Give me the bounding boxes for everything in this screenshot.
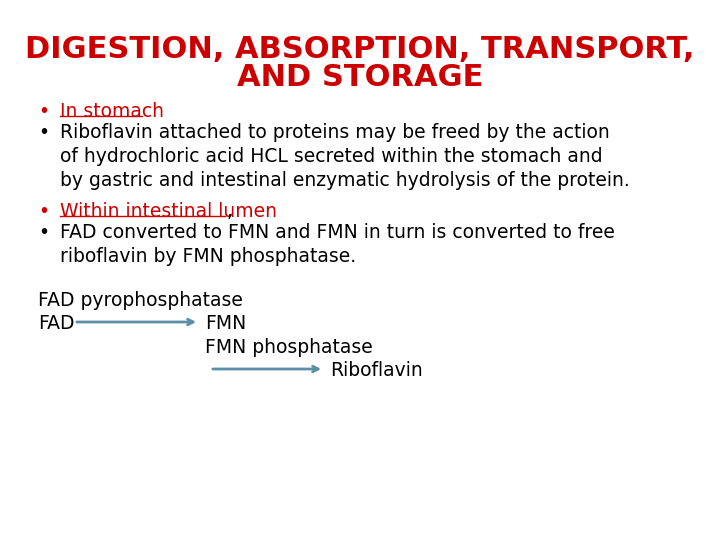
Text: ,: , xyxy=(227,202,233,221)
Text: •: • xyxy=(38,123,49,142)
Text: FMN: FMN xyxy=(205,314,246,333)
Text: •: • xyxy=(38,102,49,121)
Text: AND STORAGE: AND STORAGE xyxy=(237,63,483,92)
Text: Riboflavin: Riboflavin xyxy=(330,361,423,380)
Text: DIGESTION, ABSORPTION, TRANSPORT,: DIGESTION, ABSORPTION, TRANSPORT, xyxy=(25,35,695,64)
Text: •: • xyxy=(38,223,49,242)
Text: FMN phosphatase: FMN phosphatase xyxy=(205,338,373,357)
Text: •: • xyxy=(38,202,49,221)
Text: FAD pyrophosphatase: FAD pyrophosphatase xyxy=(38,291,243,310)
Text: In stomach: In stomach xyxy=(60,102,164,121)
Text: FAD: FAD xyxy=(38,314,74,333)
Text: Riboflavin attached to proteins may be freed by the action
of hydrochloric acid : Riboflavin attached to proteins may be f… xyxy=(60,123,630,191)
Text: Within intestinal lumen: Within intestinal lumen xyxy=(60,202,277,221)
Text: FAD converted to FMN and FMN in turn is converted to free
riboflavin by FMN phos: FAD converted to FMN and FMN in turn is … xyxy=(60,223,615,266)
